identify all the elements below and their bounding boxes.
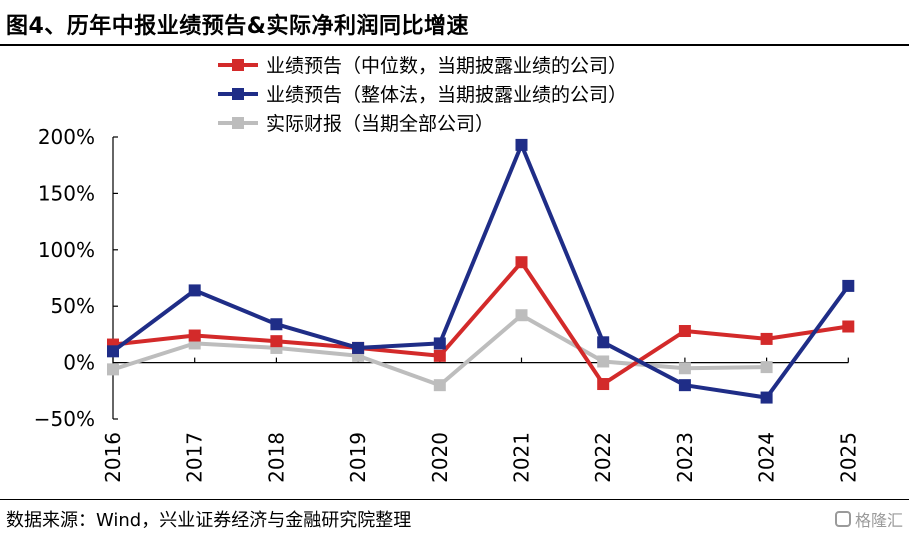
source-rule <box>0 499 909 500</box>
data-point <box>597 355 610 368</box>
chart-title: 图4、历年中报业绩预告&实际净利润同比增速 <box>6 14 469 39</box>
x-tick-label: 2021 <box>510 432 534 483</box>
legend: 业绩预告（中位数，当期披露业绩的公司） 业绩预告（整体法，当期披露业绩的公司） 实际… <box>218 55 627 135</box>
x-tick-label: 2023 <box>673 432 697 483</box>
data-point <box>842 320 855 333</box>
data-point <box>107 363 119 376</box>
legend-swatch-marker <box>232 88 244 100</box>
data-point <box>597 378 610 391</box>
watermark-text: 格隆汇 <box>854 511 903 530</box>
series-line <box>112 260 849 386</box>
data-point <box>760 361 773 374</box>
data-point <box>107 345 119 358</box>
watermark: 格隆汇 <box>834 507 903 531</box>
data-point <box>678 325 691 338</box>
x-tick-label: 2017 <box>183 432 207 483</box>
legend-label: 业绩预告（中位数，当期披露业绩的公司） <box>266 55 627 77</box>
data-point <box>842 279 855 292</box>
title-rule <box>0 44 909 46</box>
x-tick-label: 2020 <box>428 432 452 483</box>
series-3 <box>107 309 773 392</box>
x-tick-label: 2018 <box>264 432 288 483</box>
data-point <box>270 318 283 331</box>
legend-item-3: 实际财报（当期全部公司） <box>218 113 494 135</box>
line-chart: 业绩预告（中位数，当期披露业绩的公司） 业绩预告（整体法，当期披露业绩的公司） 实际… <box>34 55 861 483</box>
x-tick-label: 2019 <box>346 432 370 483</box>
y-tick-label: 100% <box>38 238 95 262</box>
x-tick-label: 2016 <box>101 432 125 483</box>
y-tick-label: 200% <box>38 125 95 149</box>
x-tick-label: 2022 <box>591 432 615 483</box>
watermark-logo-icon <box>834 511 851 527</box>
axes: 200% 150% 100% 50% 0% −50%2016 2017 2018 2019 202… <box>34 125 861 483</box>
legend-item-1: 业绩预告（中位数，当期披露业绩的公司） <box>218 55 627 77</box>
data-point <box>188 284 201 297</box>
data-point <box>433 379 446 392</box>
data-point <box>515 138 528 151</box>
legend-item-2: 业绩预告（整体法，当期披露业绩的公司） <box>218 84 627 106</box>
series-layer <box>107 138 855 404</box>
legend-swatch-marker <box>232 117 244 129</box>
y-tick-label: 0% <box>63 351 95 375</box>
y-tick-label: 50% <box>51 294 95 318</box>
data-point <box>433 349 446 362</box>
series-line <box>111 142 850 400</box>
data-point <box>678 362 691 375</box>
legend-swatch-marker <box>232 59 244 71</box>
legend-label: 业绩预告（整体法，当期披露业绩的公司） <box>266 84 627 106</box>
data-point <box>515 256 528 269</box>
data-point <box>270 335 283 348</box>
data-point <box>597 336 610 349</box>
data-point <box>352 341 365 354</box>
x-tick-label: 2025 <box>836 432 860 483</box>
data-point <box>433 337 446 350</box>
y-tick-label: −50% <box>34 407 95 431</box>
data-point <box>515 309 528 322</box>
source-note: 数据来源：Wind，兴业证券经济与金融研究院整理 <box>6 510 412 531</box>
data-point <box>760 391 773 404</box>
data-point <box>760 332 773 345</box>
x-tick-label: 2024 <box>755 432 779 483</box>
series-2 <box>107 138 855 404</box>
legend-label: 实际财报（当期全部公司） <box>266 113 494 135</box>
data-point <box>188 329 201 342</box>
data-point <box>678 379 691 392</box>
y-tick-label: 150% <box>38 181 95 205</box>
series-1 <box>107 256 855 391</box>
